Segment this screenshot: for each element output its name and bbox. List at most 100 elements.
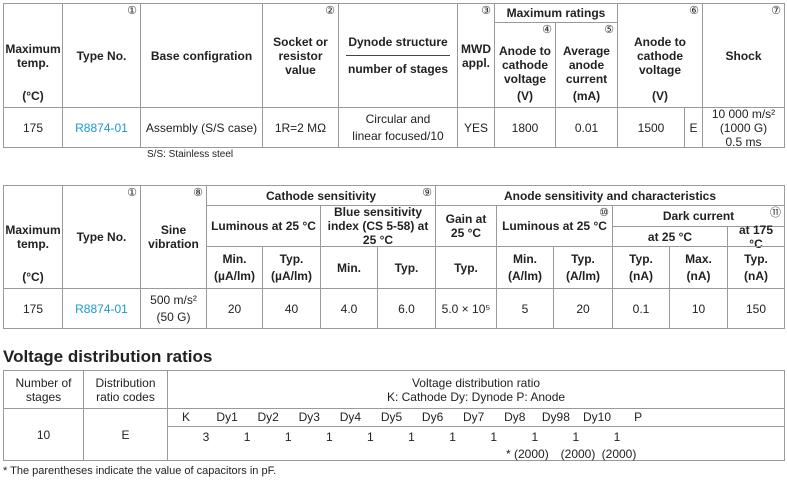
note-number: ⑪ [770,207,781,219]
cell-text: Type No. [76,230,127,244]
cell-text: Typ. [279,251,304,266]
unit-text: (V) [652,89,668,103]
text: 1 [572,430,580,444]
table-cell: Min. (µA/lm) [206,246,263,289]
cell-text: MWD appl. [461,41,491,70]
cell-text: Typ. [454,260,478,275]
cell-text: (nA) [629,269,653,284]
table-cell: Type No. ① [62,3,141,108]
cell-text: Anode to cathode voltage [634,34,686,77]
cell-text: at 25 °C [647,229,693,244]
table-cell: E [83,408,168,461]
table-cell: 4.0 [320,288,378,329]
table-cell: Typ. [435,246,497,289]
table-cell [167,408,785,461]
cell-text: 5.0 × 10⁵ [441,301,491,316]
cell-text: 500 m/s² [150,293,197,308]
cell-text: Dynode structure [348,35,448,49]
table-cell: R8874-01 [62,107,141,148]
text: 1 [449,430,456,444]
note-number: ⑦ [771,5,781,17]
cell-text: Typ. [744,251,768,266]
text: * (2000) [506,447,549,461]
cell-text: Distribution ratio codes [95,375,156,404]
table-cell: Maximum ratings [494,3,618,23]
cell-text: Gain at 25 °C [445,212,487,240]
note-number: ⑨ [422,187,432,199]
table-cell: Luminous at 25 °C [206,205,321,247]
cell-text: 0.01 [574,120,599,135]
cell-text: Typ. [571,251,595,266]
text: (2000) [601,447,637,461]
cell-text: 1R=2 MΩ [274,120,327,135]
unit-text: (V) [517,89,533,103]
cell-text: (nA) [744,269,768,284]
table-cell: Max. (nA) [669,246,728,289]
table-cell: Luminous at 25 °C ⑩ [496,205,613,247]
cell-text: Min. [513,251,537,266]
text: Dy6 [421,410,444,424]
table-cell: 40 [262,288,321,329]
cell-text: Voltage distribution ratio [411,375,541,390]
cell-text: 175 [22,301,44,316]
table-cell: Average anode current ⑤ (mA) [555,22,618,108]
unit-text: (mA) [572,89,601,103]
note-number: ⑧ [193,187,203,199]
table-cell: Circular and linear focused/10 [338,107,458,148]
table-cell: Distribution ratio codes [83,370,168,409]
cell-text: 10 [36,427,51,442]
text: Dy1 [216,410,238,424]
table-cell: 5 [496,288,554,329]
cell-text: E [689,120,698,135]
table-cell: Maximum temp. (°C) [3,185,63,289]
table-cell: 20 [206,288,263,329]
table-cell: 6.0 [377,288,436,329]
cell-text: 6.0 [398,301,415,316]
note-number: ⑥ [689,5,699,17]
table-cell: 1500 [617,107,685,148]
divider [346,55,450,56]
cell-text: 20 [227,301,242,316]
cell-text: Circular and [365,112,431,127]
table-cell: 10 000 m/s² (1000 G) 0.5 ms [702,107,785,149]
text: (2000) [560,447,596,461]
cell-text: 1500 [637,120,665,135]
text: 1 [325,430,333,444]
table-cell: Min. (A/lm) [496,246,554,289]
cell-text: 0.5 ms [725,134,762,149]
cell-text: Socket or resistor value [273,34,328,77]
text: 1 [613,430,621,444]
cell-text: 40 [284,301,299,316]
table-cell: 175 [3,107,63,148]
cell-text: Base configration [150,48,253,63]
table-cell: at 25 °C [612,226,728,247]
cell-text: Anode to cathode voltage [499,44,551,86]
cell-text: (50 G) [156,309,191,324]
cell-text: Luminous at 25 °C [211,219,316,233]
table-cell: 0.01 [555,107,618,148]
text: 1 [531,430,539,444]
table-cell: Sine vibration ⑧ [140,185,207,289]
table-cell: Cathode sensitivity ⑨ [206,185,436,206]
note-number: ① [127,5,137,17]
cell-text: Blue sensitivity index (CS 5-58) at 25 °… [327,205,429,247]
cell-text: 150 [745,301,767,316]
unit-text: (°C) [22,89,44,103]
text: * The parentheses indicate the value of … [3,465,277,477]
cell-text: Maximum temp. [5,41,61,70]
table-cell: R8874-01 [62,288,141,329]
cell-text: Number of stages [15,375,72,404]
table-cell: 1800 [494,107,556,148]
cell-text: number of stages [347,62,449,76]
cell-text: (µA/lm) [271,269,312,284]
cell-text: R8874-01 [75,120,128,135]
unit-text: (°C) [22,270,44,284]
cell-text: Maximum temp. [5,223,61,251]
text: 1 [408,430,415,444]
table-cell: Number of stages [3,370,84,409]
cell-text: 0.1 [632,301,650,316]
text: Dy5 [380,410,403,424]
table-cell: Anode to cathode voltage ④ (V) [494,22,556,108]
text: K [181,410,190,424]
